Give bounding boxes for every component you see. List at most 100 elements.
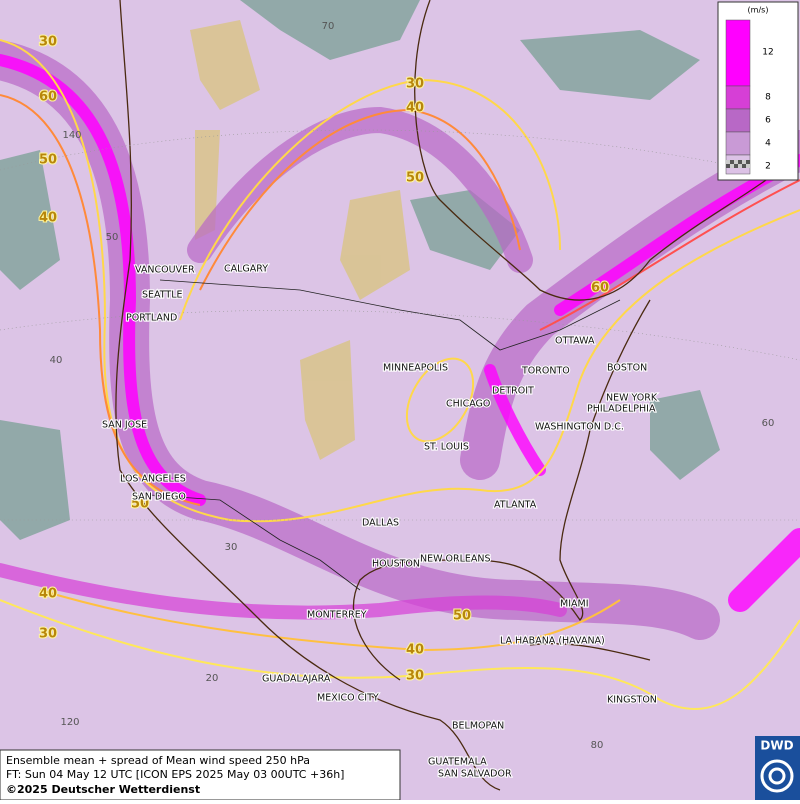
city-label: DALLAS xyxy=(362,518,399,529)
terrain-patch xyxy=(0,150,60,290)
legend-swatch xyxy=(725,131,751,156)
city-label: SAN DIEGO xyxy=(132,492,186,503)
city-label: SAN SALVADOR xyxy=(438,769,512,780)
city-label: MINNEAPOLIS xyxy=(383,363,448,374)
terrain-patch xyxy=(650,390,720,480)
city-label: CHICAGO xyxy=(446,399,490,410)
graticule-label: 60 xyxy=(762,418,775,429)
contour-label: 60 xyxy=(39,90,57,105)
legend-checker xyxy=(742,160,746,164)
terrain-patch xyxy=(240,0,420,60)
contour-label: 40 xyxy=(406,643,424,658)
isotach xyxy=(0,39,800,523)
legend-tick-label: 6 xyxy=(765,116,771,126)
city-label: NEW ORLEANS xyxy=(420,554,491,565)
city-label: SAN JOSE xyxy=(102,420,147,431)
city-label: CALGARY xyxy=(224,264,268,275)
graticule-label: 30 xyxy=(225,542,238,553)
jet-core xyxy=(728,528,800,612)
relief-patch xyxy=(190,20,260,110)
relief-patch xyxy=(300,340,355,460)
contour-label: 30 xyxy=(39,35,57,50)
legend-tick-label: 8 xyxy=(765,93,771,103)
spread-field xyxy=(0,40,800,640)
isotach xyxy=(405,357,475,443)
city-label: HOUSTON xyxy=(372,559,420,570)
contour-label: 30 xyxy=(406,77,424,92)
legend: (m/s) 12 8 6 4 2 xyxy=(717,1,799,181)
legend-checker xyxy=(738,164,742,168)
contour-label: 40 xyxy=(406,101,424,116)
city-label: VANCOUVER xyxy=(135,265,195,276)
footer-copyright: ©2025 Deutscher Wetterdienst xyxy=(6,783,200,796)
isotach xyxy=(0,599,800,710)
contour-label: 50 xyxy=(453,609,471,624)
terrain-patch xyxy=(0,420,70,540)
coastline xyxy=(115,0,501,791)
city-label: DETROIT xyxy=(492,386,534,397)
contour-label: 60 xyxy=(591,281,609,296)
jet-core xyxy=(0,54,206,506)
legend-unit: (m/s) xyxy=(748,6,769,15)
coastline xyxy=(352,299,651,681)
legend-checker xyxy=(726,164,730,168)
footer-box xyxy=(0,749,401,801)
city-label: TORONTO xyxy=(521,366,570,377)
graticule-label: 50 xyxy=(106,232,119,243)
legend-tick-label: 2 xyxy=(765,162,771,172)
legend-tick-label: 12 xyxy=(762,48,773,58)
logo-ring xyxy=(760,759,794,793)
jet-core xyxy=(0,563,567,620)
graticule xyxy=(0,129,800,521)
terrain xyxy=(0,0,720,540)
city-label: KINGSTON xyxy=(607,695,657,706)
contour-label: 30 xyxy=(406,669,424,684)
graticule-label: 40 xyxy=(50,355,63,366)
city-label: MONTERREY xyxy=(307,610,367,621)
city-label: BELMOPAN xyxy=(452,721,504,732)
border xyxy=(149,494,361,591)
footer-line: Ensemble mean + spread of Mean wind spee… xyxy=(6,754,310,767)
relief xyxy=(190,20,410,460)
graticule-label: 120 xyxy=(60,717,79,728)
isotach xyxy=(179,78,561,321)
logo-swirl xyxy=(760,759,794,793)
city-label: MIAMI xyxy=(560,599,589,610)
logo-ring xyxy=(768,767,786,785)
coastlines xyxy=(115,0,781,791)
graticule-label: 20 xyxy=(206,673,219,684)
legend-checker xyxy=(734,164,738,168)
legend-swatch xyxy=(725,108,751,133)
city-label: PORTLAND xyxy=(126,313,177,324)
isotach xyxy=(199,108,521,291)
legend-checker xyxy=(746,164,750,168)
graticule-label: 70 xyxy=(322,21,335,32)
city-label: LOS ANGELES xyxy=(120,474,186,485)
coastline xyxy=(529,643,651,661)
graticule-label: 140 xyxy=(62,130,81,141)
city-label: ATLANTA xyxy=(494,500,537,511)
jet-core xyxy=(484,364,546,476)
legend-checker xyxy=(734,160,738,164)
isotachs xyxy=(0,39,800,710)
legend-checker xyxy=(742,164,746,168)
jet-band xyxy=(187,106,533,273)
labels: 30 60 50 40 30 40 50 60 50 40 30 50 40 30 70 140 50 40 30 2… xyxy=(38,21,775,781)
city-label: GUADALAJARA xyxy=(262,674,331,685)
contour-label: 30 xyxy=(39,627,57,642)
isotach xyxy=(539,179,800,331)
legend-swatch xyxy=(725,85,751,110)
city-label: SEATTLE xyxy=(142,290,183,301)
city-label: NEW YORK xyxy=(606,393,658,404)
terrain-patch xyxy=(520,30,700,100)
city-label: WASHINGTON D.C. xyxy=(535,422,624,433)
city-label: GUATEMALA xyxy=(428,757,487,768)
city-label: PHILADELPHIA xyxy=(587,404,656,415)
contour-label: 40 xyxy=(39,587,57,602)
city-label: BOSTON xyxy=(607,363,647,374)
city-label: MEXICO CITY xyxy=(317,693,379,704)
footer-line: FT: Sun 04 May 12 UTC [ICON EPS 2025 May… xyxy=(6,768,344,781)
